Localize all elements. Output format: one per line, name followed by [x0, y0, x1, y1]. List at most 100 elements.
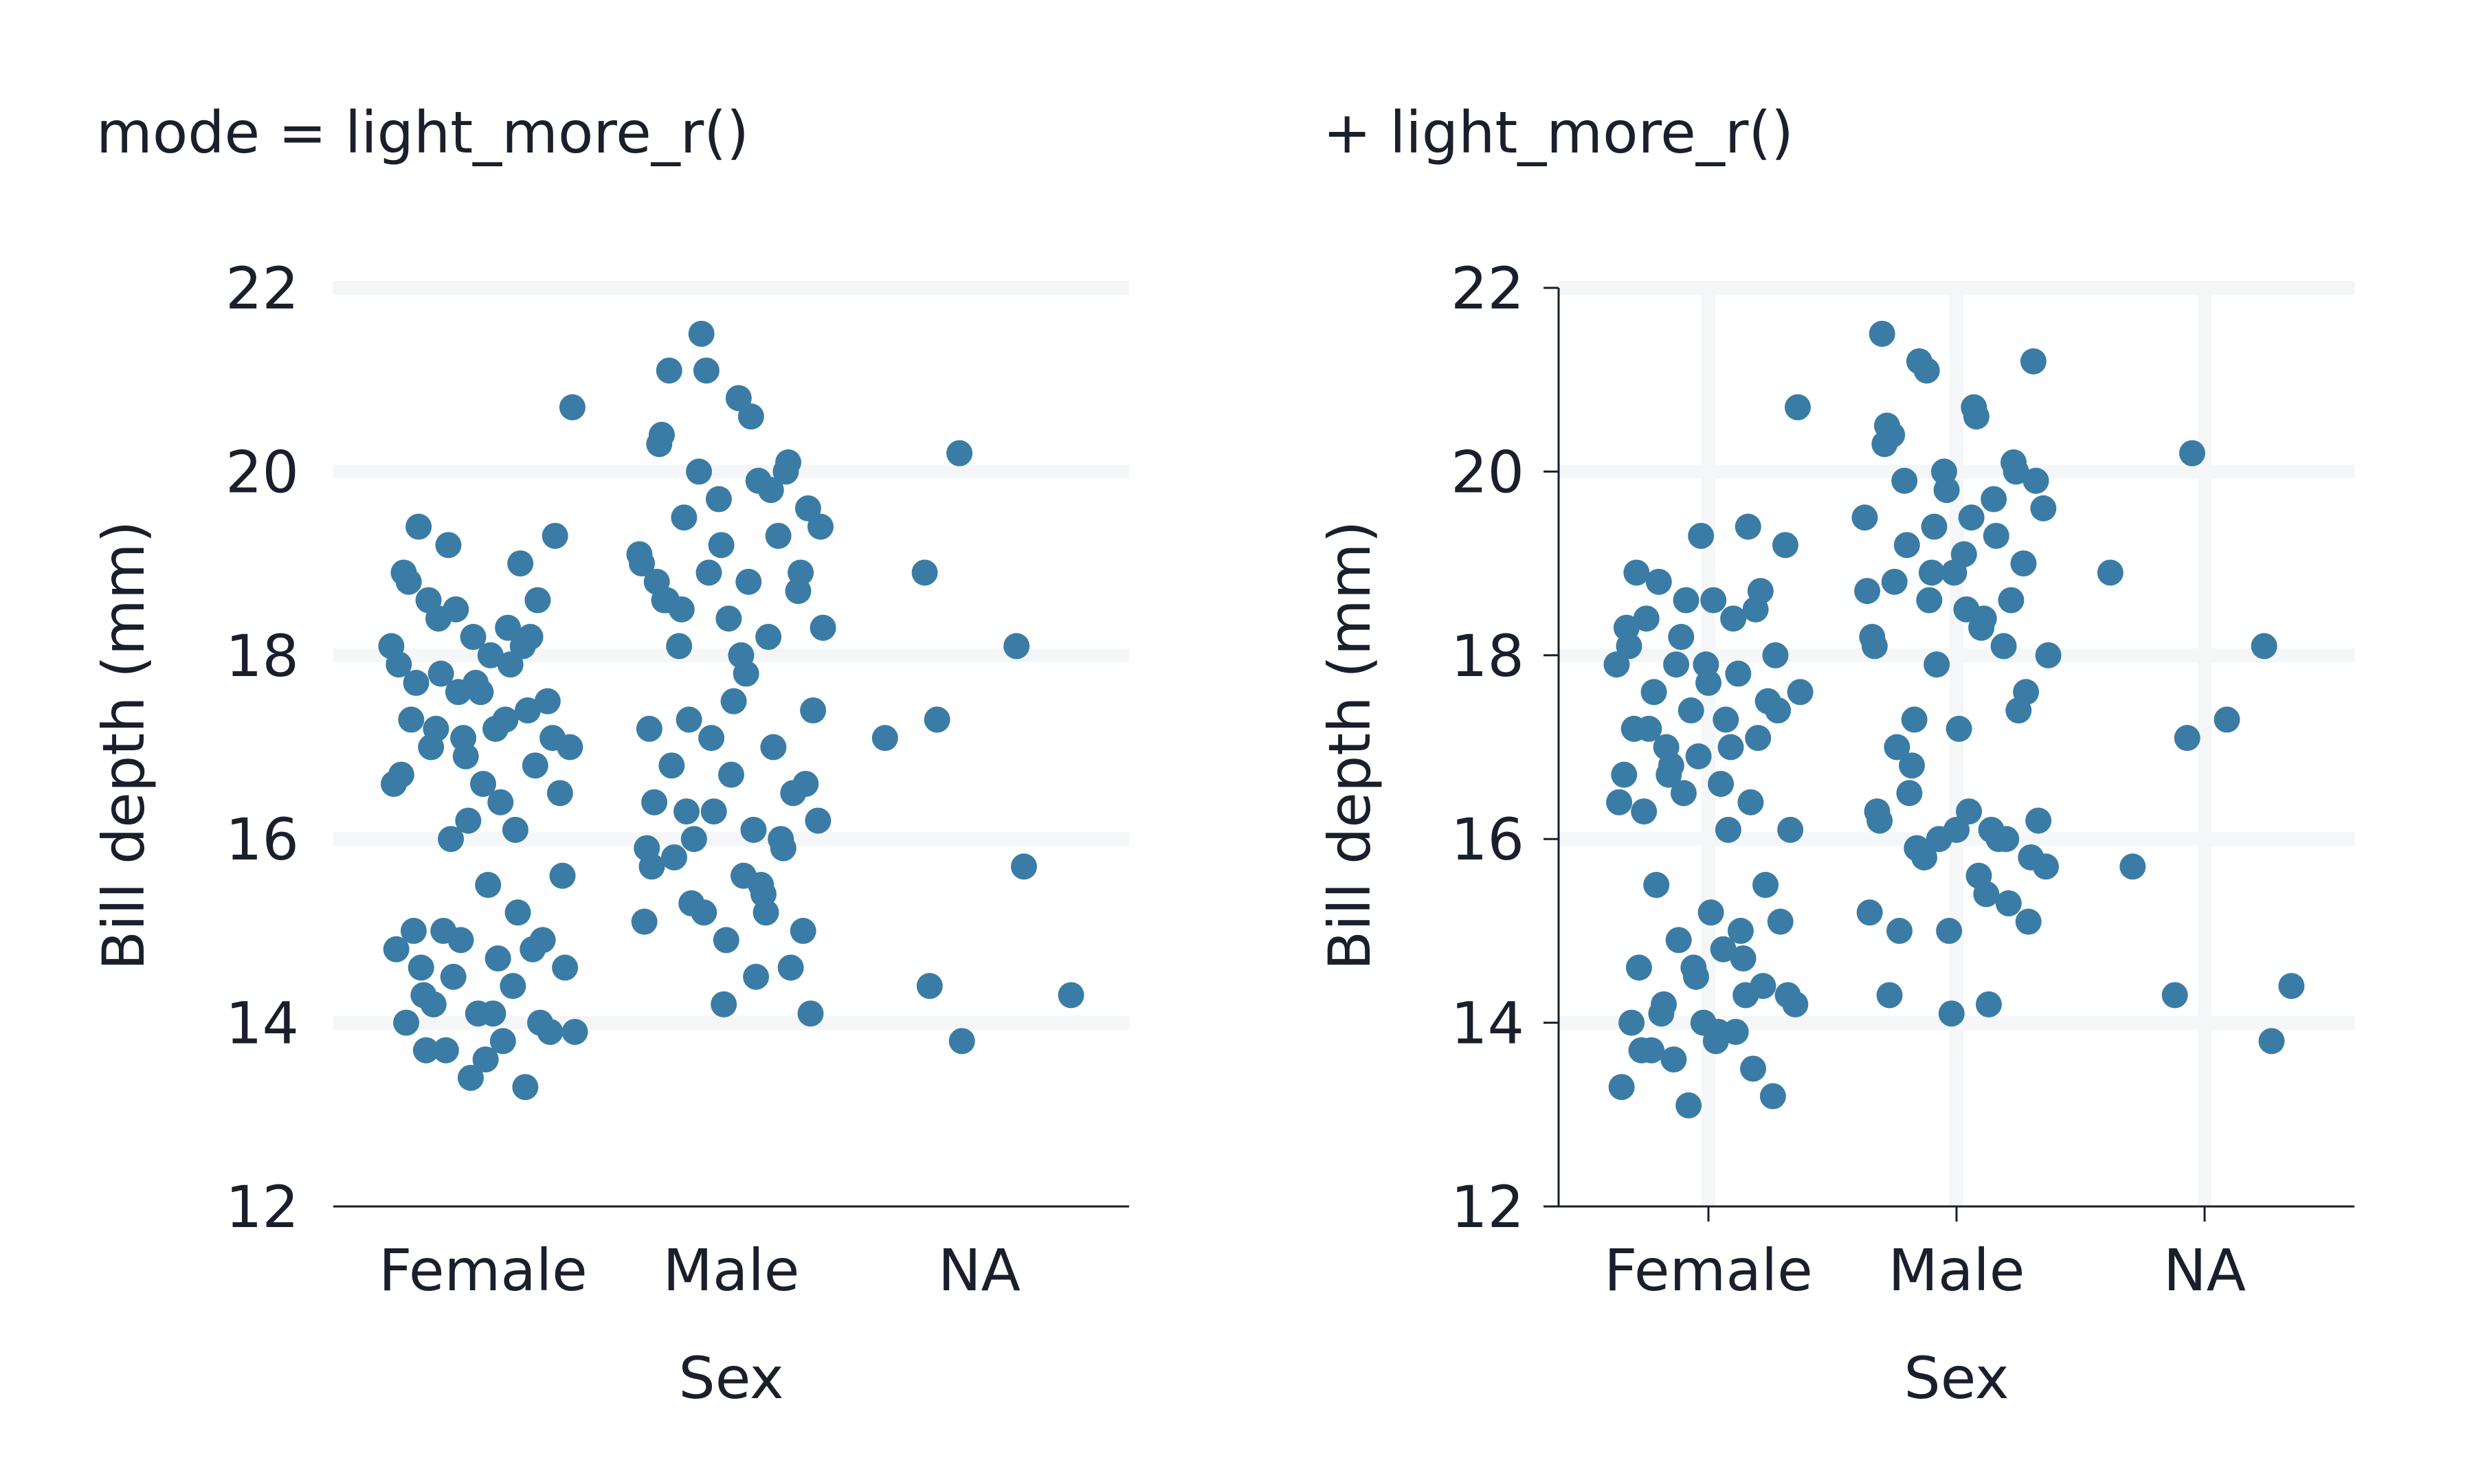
x-tick-label-na: NA [938, 1237, 1021, 1304]
data-point-female [1608, 1074, 1635, 1101]
data-point-male [1983, 522, 2009, 549]
data-point-male [656, 357, 682, 384]
data-point-male [810, 614, 836, 641]
y-tick-label: 20 [225, 438, 299, 506]
data-point-male [648, 421, 675, 448]
data-point-female [495, 614, 522, 641]
y-tick-label: 14 [225, 990, 299, 1057]
data-point-male [713, 927, 739, 954]
y-tick-label: 22 [225, 255, 299, 322]
data-point-female [460, 624, 487, 651]
x-tick-label-male: Male [663, 1237, 800, 1304]
data-point-female [552, 954, 579, 981]
data-point-na [871, 725, 898, 752]
data-point-male [1916, 587, 1943, 614]
data-point-female [403, 669, 430, 696]
data-point-na [2214, 706, 2240, 733]
data-point-female [1673, 587, 1700, 614]
data-point-female [1772, 532, 1798, 559]
data-point-male [629, 550, 656, 577]
data-point-male [1998, 587, 2025, 614]
data-point-male [737, 403, 764, 430]
data-point-female [470, 770, 496, 797]
data-point-female [1663, 651, 1690, 678]
data-point-male [1933, 477, 1960, 504]
data-point-male [2013, 679, 2040, 706]
data-point-female [455, 807, 482, 834]
data-point-female [1631, 798, 1658, 825]
data-point-male [1924, 651, 1950, 678]
data-point-male [711, 991, 737, 1018]
data-point-female [546, 780, 573, 807]
data-point-male [2015, 908, 2042, 935]
data-point-female [427, 660, 454, 687]
data-point-male [673, 798, 700, 825]
data-point-female [381, 770, 408, 797]
data-point-male [631, 908, 658, 935]
data-point-male [1918, 559, 1945, 586]
data-point-male [735, 568, 762, 595]
data-point-female [1665, 927, 1692, 954]
data-point-female [1765, 697, 1792, 724]
data-point-male [2022, 467, 2049, 494]
data-point-male [740, 816, 767, 843]
data-point-male [805, 807, 832, 834]
y-tick-label: 22 [1451, 255, 1524, 322]
data-point-male [1901, 706, 1928, 733]
panel-left-y-axis-label: Bill depth (mm) [90, 521, 157, 971]
data-point-female [489, 1028, 516, 1055]
y-tick-label: 16 [225, 806, 299, 873]
data-point-male [643, 568, 670, 595]
data-point-female [561, 1018, 588, 1045]
data-point-male [2020, 348, 2047, 374]
panel-right: + light_more_r() 12 14 16 18 20 22 Female Male… [1316, 99, 2354, 1412]
data-point-female [480, 1000, 506, 1027]
data-point-male [1943, 816, 1970, 843]
data-point-female [400, 917, 427, 944]
data-point-female [514, 697, 541, 724]
data-point-male [1891, 467, 1918, 494]
data-point-female [517, 624, 544, 651]
data-point-male [2030, 495, 2057, 521]
data-point-male [688, 320, 715, 347]
data-point-male [1879, 421, 1906, 448]
data-point-female [1713, 706, 1739, 733]
data-point-female [539, 725, 566, 752]
data-point-male [2025, 807, 2052, 834]
data-point-female [500, 973, 526, 1000]
data-point-male [733, 660, 759, 687]
data-point-male [1975, 991, 2002, 1018]
data-point-female [430, 917, 457, 944]
data-point-male [797, 1000, 824, 1027]
data-point-male [636, 715, 662, 742]
data-point-female [1762, 642, 1789, 668]
data-point-male [1896, 780, 1923, 807]
data-point-female [527, 1009, 554, 1036]
data-point-female [522, 752, 548, 779]
data-point-male [1936, 917, 1963, 944]
data-point-female [408, 954, 434, 981]
data-point-female [1745, 725, 1772, 752]
x-tick-label-male: Male [1888, 1237, 2025, 1304]
data-point-male [765, 522, 792, 549]
data-point-female [383, 936, 410, 963]
data-point-male [1913, 357, 1940, 384]
data-point-female [1767, 908, 1794, 935]
data-point-female [1784, 394, 1811, 420]
data-point-female [502, 816, 528, 843]
data-point-female [534, 688, 561, 715]
data-point-female [1727, 917, 1754, 944]
data-point-female [487, 789, 514, 816]
data-point-male [788, 559, 814, 586]
data-point-female [542, 522, 568, 549]
data-point-female [1660, 1046, 1687, 1073]
data-point-na [2178, 440, 2205, 466]
data-point-female [1636, 715, 1662, 742]
data-point-female [1750, 973, 1776, 1000]
data-point-male [1864, 798, 1891, 825]
data-point-male [2003, 458, 2029, 485]
data-point-male [790, 917, 816, 944]
data-point-female [472, 1046, 499, 1073]
y-tick-label: 18 [1451, 622, 1524, 690]
